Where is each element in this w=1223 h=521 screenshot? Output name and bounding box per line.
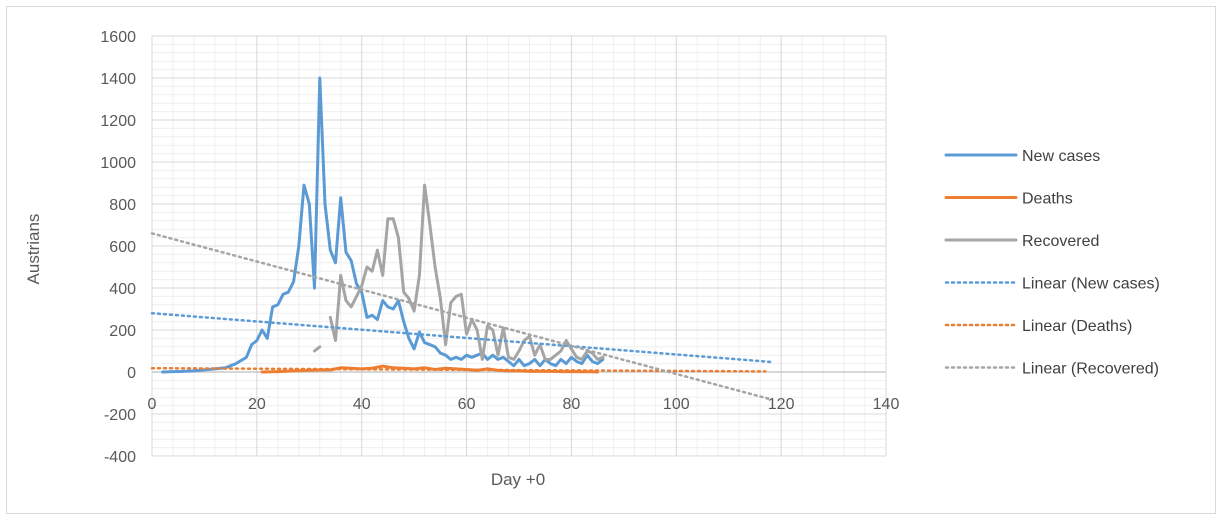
- y-tick-label: 1600: [100, 29, 136, 46]
- legend-label-linear-recovered: Linear (Recovered): [1022, 361, 1159, 378]
- series-new-cases: [161, 76, 605, 374]
- y-tick-label: 1400: [100, 71, 136, 88]
- y-axis-tick-labels: -400 -200 0 200 400 600 800 1000 1200 1400 1600: [100, 29, 136, 466]
- y-tick-label: -400: [104, 449, 136, 466]
- legend-label-deaths: Deaths: [1022, 191, 1073, 208]
- y-tick-label: 1000: [100, 155, 136, 172]
- x-axis-title: Day +0: [491, 470, 545, 489]
- line-chart: -400 -200 0 200 400 600 800 1000 1200 1400 1600 0 2…: [24, 29, 1160, 489]
- major-gridlines: [151, 35, 887, 457]
- series-linear-deaths: [150, 366, 767, 373]
- x-tick-label: 0: [148, 396, 157, 413]
- chart-container: -400 -200 0 200 400 600 800 1000 1200 1400 1600 0 2…: [6, 6, 1216, 514]
- x-tick-label: 80: [563, 396, 581, 413]
- x-axis-tick-labels: 0 20 40 60 80 100 120 140: [148, 396, 900, 413]
- legend: New cases Deaths Recovered Linear (New case…: [944, 148, 1160, 378]
- y-tick-label: -200: [104, 407, 136, 424]
- y-axis-title: Austrians: [24, 214, 43, 285]
- series-linear-recovered: [150, 232, 772, 401]
- x-tick-label: 120: [768, 396, 795, 413]
- series-linear-new-cases: [150, 311, 772, 364]
- x-tick-label: 100: [663, 396, 690, 413]
- y-tick-label: 600: [109, 239, 136, 256]
- y-tick-label: 1200: [100, 113, 136, 130]
- series-lines: [150, 76, 772, 401]
- y-tick-label: 400: [109, 281, 136, 298]
- x-tick-label: 60: [458, 396, 476, 413]
- y-tick-label: 0: [127, 365, 136, 382]
- legend-label-recovered: Recovered: [1022, 233, 1099, 250]
- legend-label-new-cases: New cases: [1022, 148, 1100, 165]
- x-tick-label: 140: [873, 396, 900, 413]
- x-tick-label: 40: [353, 396, 371, 413]
- legend-label-linear-new-cases: Linear (New cases): [1022, 276, 1160, 293]
- series-recovered: [313, 183, 605, 361]
- y-tick-label: 200: [109, 323, 136, 340]
- legend-label-linear-deaths: Linear (Deaths): [1022, 318, 1132, 335]
- y-tick-label: 800: [109, 197, 136, 214]
- x-tick-label: 20: [248, 396, 266, 413]
